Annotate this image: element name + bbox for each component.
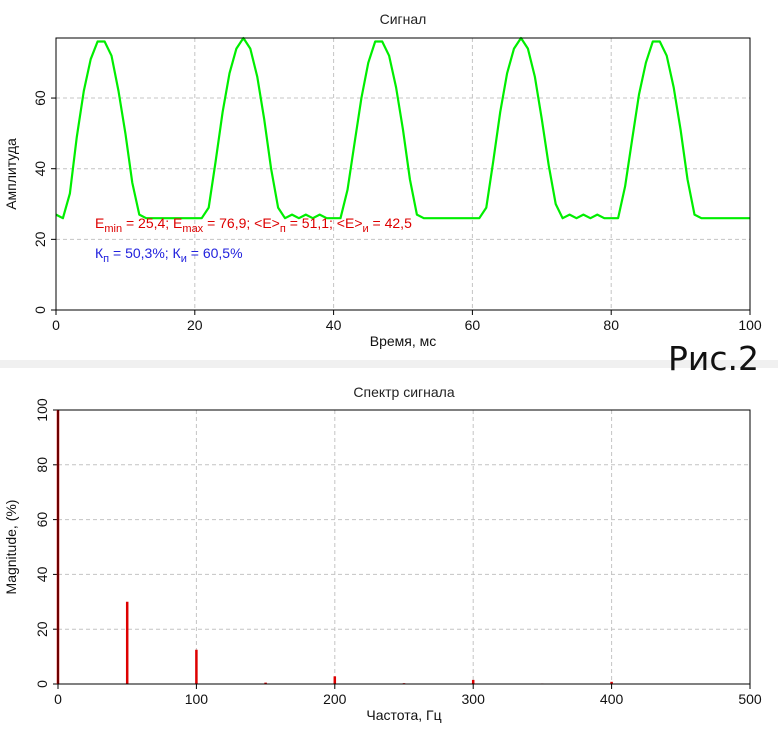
annotation-text: = 50,3%; К — [109, 245, 181, 261]
x-tick-label: 300 — [462, 691, 486, 707]
y-tick-label: 0 — [32, 306, 48, 314]
figure-label: Рис.2 — [668, 339, 759, 378]
coefficients-annotation: Кп = 50,3%; Ки = 60,5% — [95, 245, 243, 265]
annotation-subscript: п — [280, 223, 286, 235]
x-tick-label: 0 — [52, 317, 60, 333]
y-tick-label: 20 — [34, 621, 50, 637]
x-tick-label: 500 — [738, 691, 762, 707]
y-axis-label: Magnitude, (%) — [3, 500, 19, 595]
y-tick-label: 80 — [34, 457, 50, 473]
x-axis-label: Частота, Гц — [366, 707, 441, 723]
annotation-subscript: max — [182, 223, 203, 235]
x-tick-label: 60 — [465, 317, 481, 333]
plot-area — [58, 410, 750, 684]
annotation-text: = 60,5% — [187, 245, 243, 261]
plot-frame — [55, 37, 751, 311]
y-tick-label: 60 — [32, 90, 48, 106]
annotation-subscript: min — [104, 223, 122, 235]
chart-title: Спектр сигнала — [353, 384, 454, 400]
annotation-text: К — [95, 245, 104, 261]
y-tick-label: 60 — [34, 512, 50, 528]
annotation-subscript: и — [181, 253, 187, 265]
plot-area — [56, 38, 750, 310]
x-tick-label: 0 — [54, 691, 62, 707]
y-tick-label: 40 — [34, 566, 50, 582]
panel-separator — [0, 360, 778, 368]
annotation-text: = 25,4; E — [122, 215, 182, 231]
x-tick-label: 100 — [185, 691, 209, 707]
x-tick-label: 100 — [738, 317, 762, 333]
annotation-text: = 76,9; <E> — [203, 215, 280, 231]
annotation-text: E — [95, 215, 104, 231]
signal-series-line — [55, 36, 750, 220]
spectrum-chart: Спектр сигнала 0 100 200 300 400 500 0 20 40 60 80 1… — [3, 384, 762, 723]
x-tick-label: 20 — [187, 317, 203, 333]
x-tick-label: 80 — [603, 317, 619, 333]
x-axis-label: Время, мс — [370, 333, 437, 349]
stats-annotation: Emin = 25,4; Emax = 76,9; <E>п = 51,1; <… — [95, 215, 412, 235]
chart-title: Сигнал — [380, 11, 427, 27]
y-tick-label: 0 — [34, 680, 50, 688]
annotation-text: = 42,5 — [369, 215, 412, 231]
y-tick-label: 100 — [34, 398, 50, 422]
x-tick-label: 200 — [323, 691, 347, 707]
annotation-subscript: и — [363, 223, 369, 235]
signal-chart: Сигнал 0 20 40 60 80 100 0 20 40 60 Время, мс Амплит… — [3, 11, 762, 349]
annotation-text: = 51,1; <E> — [286, 215, 363, 231]
y-tick-label: 40 — [32, 161, 48, 177]
annotation-subscript: п — [103, 253, 109, 265]
y-tick-label: 20 — [32, 231, 48, 247]
plot-frame — [57, 409, 751, 685]
x-tick-label: 40 — [326, 317, 342, 333]
x-tick-label: 400 — [600, 691, 624, 707]
y-axis-label: Амплитуда — [3, 138, 19, 210]
